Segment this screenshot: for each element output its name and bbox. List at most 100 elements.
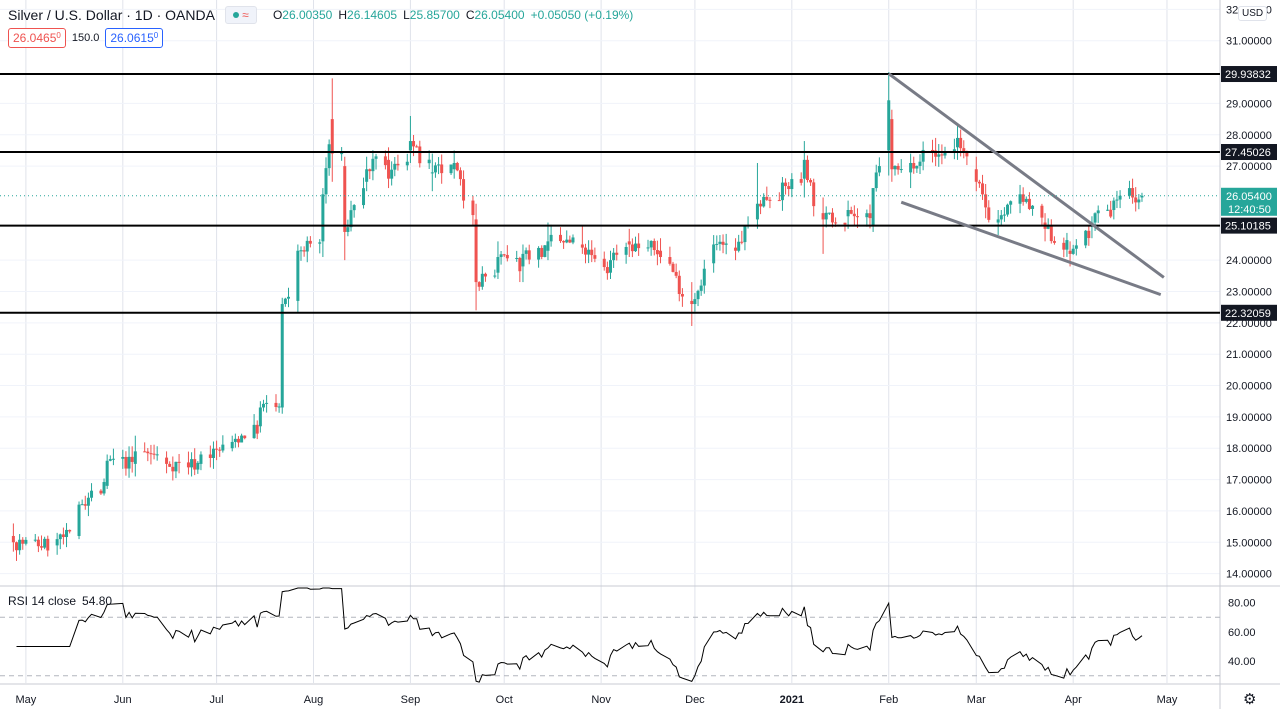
y-tick-label: 20.00000: [1226, 381, 1272, 393]
rsi-tick-label: 60.00: [1228, 627, 1256, 639]
spread-value: 150.0: [71, 32, 100, 44]
rsi-label[interactable]: RSI 14 close: [8, 594, 77, 608]
rsi-value: 54.80: [82, 594, 113, 608]
candle-body: [602, 258, 606, 268]
candle-body: [1018, 194, 1022, 204]
candle-body: [252, 424, 256, 439]
candle-body: [893, 165, 897, 170]
candle-body: [1027, 198, 1031, 209]
candle-body: [987, 207, 991, 220]
candle-body: [15, 542, 19, 551]
candle-body: [208, 454, 212, 458]
x-tick-label: Dec: [685, 694, 705, 706]
candle-body: [677, 275, 681, 295]
candle-body: [1009, 201, 1013, 205]
rsi-line: [16, 587, 1143, 683]
buy-button[interactable]: 26.06150: [105, 28, 164, 48]
x-tick-label: Jul: [210, 694, 224, 706]
y-tick-label: 19.00000: [1226, 412, 1272, 424]
candle-body: [458, 170, 462, 180]
candle-body: [130, 456, 134, 462]
candle-body: [171, 466, 175, 472]
candle-body: [21, 539, 25, 544]
candle-body: [11, 535, 15, 543]
candle-body: [909, 162, 913, 173]
candle-body: [1068, 250, 1072, 254]
candle-body: [121, 456, 125, 459]
candle-body: [261, 403, 265, 408]
candle-body: [890, 119, 894, 170]
candle-body: [55, 539, 59, 546]
candle-body: [934, 150, 938, 157]
candle-body: [168, 463, 172, 467]
level-label: 22.32059: [1225, 308, 1271, 320]
candle-body: [715, 243, 719, 245]
candle-body: [824, 212, 828, 220]
candle-body: [127, 456, 131, 469]
gear-icon[interactable]: ⚙: [1243, 691, 1257, 708]
candle-body: [318, 242, 322, 244]
candle-body: [387, 159, 391, 179]
candle-body: [827, 212, 831, 214]
candle-body: [108, 459, 112, 461]
candle-body: [921, 149, 925, 162]
candle-body: [1140, 195, 1144, 198]
candle-body: [36, 539, 40, 547]
candle-body: [780, 182, 784, 201]
level-label: 29.93832: [1225, 69, 1271, 81]
candle-body: [43, 538, 47, 548]
candle-body: [265, 402, 269, 404]
candle-body: [1002, 214, 1006, 216]
symbol-title[interactable]: Silver / U.S. Dollar · 1D · OANDA: [8, 7, 215, 23]
candle-body: [624, 246, 628, 255]
candle-body: [527, 250, 531, 260]
candle-body: [874, 172, 878, 189]
candle-body: [477, 282, 481, 287]
candle-body: [1115, 199, 1119, 201]
candle-body: [437, 164, 441, 166]
candle-body: [61, 534, 65, 538]
candle-body: [981, 183, 985, 195]
trendline: [900, 200, 1162, 297]
y-tick-label: 23.00000: [1226, 287, 1272, 299]
candle-body: [362, 188, 366, 206]
candle-body: [415, 146, 419, 148]
candle-body: [199, 454, 203, 464]
candle-body: [737, 241, 741, 251]
candle-body: [68, 529, 72, 532]
sell-button[interactable]: 26.04650: [8, 28, 66, 48]
x-tick-label: 2021: [780, 694, 804, 706]
currency-badge[interactable]: USD: [1238, 6, 1268, 21]
candle-body: [77, 504, 81, 536]
y-tick-label: 16.00000: [1226, 506, 1272, 518]
candle-body: [615, 252, 619, 255]
candle-body: [196, 462, 200, 470]
candle-body: [943, 151, 947, 156]
candle-body: [283, 298, 287, 305]
candle-body: [1109, 209, 1113, 217]
y-tick-label: 31.00000: [1226, 36, 1272, 48]
candle-body: [46, 538, 50, 551]
candle-body: [215, 448, 219, 450]
candle-body: [834, 222, 838, 224]
candle-body: [612, 252, 616, 261]
candle-body: [1049, 225, 1053, 242]
candle-body: [99, 490, 103, 494]
candle-body: [449, 164, 453, 174]
candle-body: [365, 169, 369, 182]
y-tick-label: 17.00000: [1226, 475, 1272, 487]
candle-body: [646, 247, 650, 249]
candle-body: [768, 199, 772, 201]
candle-body: [286, 296, 290, 299]
x-tick-label: Apr: [1065, 694, 1082, 706]
visibility-toggle-button[interactable]: ≈: [224, 6, 257, 24]
candle-body: [718, 241, 722, 244]
candle-body: [243, 435, 247, 439]
candle-body: [537, 247, 541, 260]
candle-body: [696, 290, 700, 300]
x-tick-label: Mar: [967, 694, 986, 706]
candle-body: [1093, 213, 1097, 223]
candle-body: [918, 161, 922, 166]
candle-body: [777, 200, 781, 202]
